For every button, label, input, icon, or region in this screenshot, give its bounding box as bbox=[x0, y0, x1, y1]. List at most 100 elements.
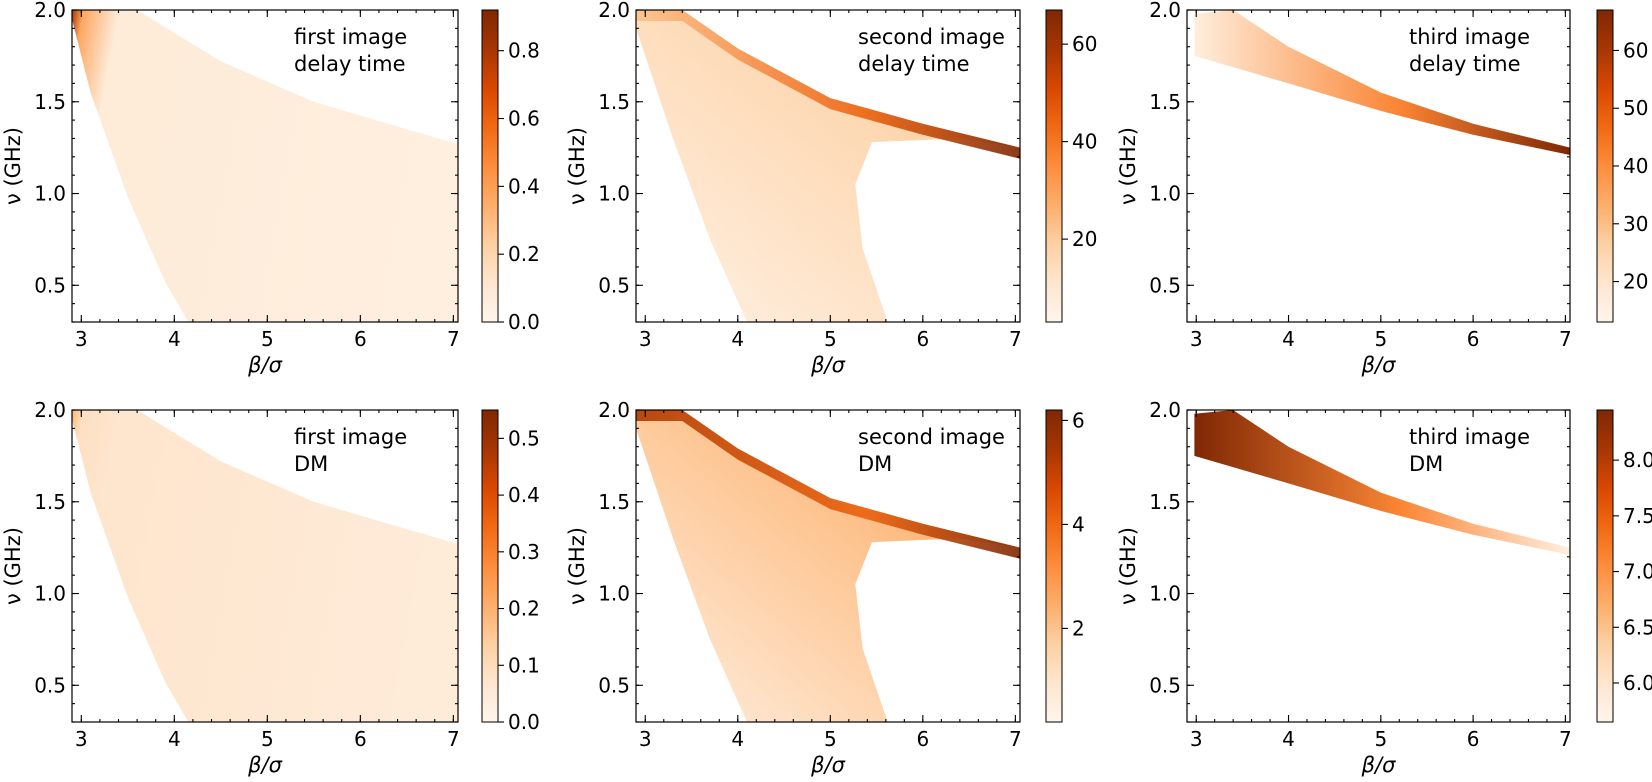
panel-annotation: third image bbox=[1409, 425, 1530, 449]
colorbar-tick-label: 0.8 bbox=[508, 39, 540, 63]
colorbar-gradient bbox=[1596, 409, 1614, 723]
y-tick-label: 0.5 bbox=[34, 673, 66, 697]
y-tick-label: 1.5 bbox=[1149, 490, 1181, 514]
x-tick-label: 7 bbox=[447, 727, 460, 751]
plot-frame bbox=[1186, 9, 1571, 323]
x-tick-label: 3 bbox=[639, 327, 652, 351]
colorbar-tick-label: 0.4 bbox=[508, 174, 540, 198]
y-axis-label: ν (GHz) bbox=[1, 527, 25, 605]
panel-annotation: first image bbox=[294, 425, 407, 449]
y-axis-label: ν (GHz) bbox=[565, 127, 589, 205]
x-axis-label: β/σ bbox=[1361, 753, 1396, 777]
y-tick-label: 0.5 bbox=[34, 273, 66, 297]
panel-annotation: third image bbox=[1409, 25, 1530, 49]
y-tick-label: 1.0 bbox=[1149, 182, 1181, 206]
y-tick-label: 2.0 bbox=[34, 398, 66, 422]
y-tick-label: 1.5 bbox=[34, 490, 66, 514]
colorbar-tick-label: 50 bbox=[1623, 96, 1648, 120]
x-tick-label: 5 bbox=[1374, 727, 1387, 751]
x-axis-label: β/σ bbox=[810, 353, 845, 377]
heatmap-fill bbox=[1194, 10, 1570, 155]
x-tick-label: 4 bbox=[731, 727, 744, 751]
heatmap-fill bbox=[636, 10, 1020, 322]
x-tick-label: 7 bbox=[1009, 327, 1022, 351]
colorbar-tick-label: 0.4 bbox=[508, 483, 540, 507]
colorbar-gradient bbox=[481, 9, 499, 323]
y-tick-label: 2.0 bbox=[34, 0, 66, 22]
colorbar-tick-label: 4 bbox=[1072, 512, 1085, 536]
y-axis-label: ν (GHz) bbox=[1116, 527, 1140, 605]
plot-frame bbox=[71, 9, 459, 323]
colorbar-tick-label: 0.5 bbox=[508, 426, 540, 450]
x-tick-label: 5 bbox=[824, 727, 837, 751]
x-axis-label: β/σ bbox=[810, 753, 845, 777]
heatmap-region bbox=[636, 10, 1020, 322]
heatmap-fill bbox=[72, 410, 458, 722]
colorbar-tick-label: 0.6 bbox=[508, 107, 540, 131]
heatmap-region bbox=[636, 410, 1020, 722]
x-axis-label: β/σ bbox=[247, 353, 282, 377]
y-tick-label: 0.5 bbox=[598, 673, 630, 697]
colorbar-tick-label: 8.0 bbox=[1623, 448, 1652, 472]
panel-annotation: first image bbox=[294, 25, 407, 49]
y-axis-label: ν (GHz) bbox=[1116, 127, 1140, 205]
x-tick-label: 5 bbox=[1374, 327, 1387, 351]
x-tick-label: 6 bbox=[354, 727, 367, 751]
y-tick-label: 2.0 bbox=[1149, 398, 1181, 422]
plot-frame bbox=[635, 409, 1021, 723]
y-tick-label: 1.5 bbox=[34, 90, 66, 114]
colorbar-tick-label: 6 bbox=[1072, 408, 1085, 432]
colorbar-tick-label: 20 bbox=[1623, 270, 1648, 294]
panel-annotation: second image bbox=[858, 425, 1005, 449]
x-tick-label: 3 bbox=[1190, 727, 1203, 751]
y-tick-label: 1.0 bbox=[598, 182, 630, 206]
heatmap-fill bbox=[1194, 410, 1570, 555]
x-tick-label: 4 bbox=[168, 727, 181, 751]
x-tick-label: 6 bbox=[916, 727, 929, 751]
x-tick-label: 3 bbox=[75, 327, 88, 351]
x-tick-label: 6 bbox=[354, 327, 367, 351]
x-tick-label: 7 bbox=[1009, 727, 1022, 751]
panel-annotation: delay time bbox=[858, 52, 970, 76]
y-tick-label: 2.0 bbox=[598, 398, 630, 422]
heatmap-region bbox=[72, 10, 458, 322]
panel-p3: 3 4 5 6 7 0.5 1.0 1.5 2.0 β/σ ν (GHz) third image de… bbox=[1116, 0, 1648, 377]
x-tick-label: 6 bbox=[1467, 727, 1480, 751]
x-tick-label: 5 bbox=[261, 327, 274, 351]
plot-frame bbox=[635, 9, 1021, 323]
colorbar-tick-label: 40 bbox=[1072, 130, 1097, 154]
heatmap-fill bbox=[72, 10, 458, 322]
colorbar-tick-label: 0.2 bbox=[508, 597, 540, 621]
x-axis-label: β/σ bbox=[247, 753, 282, 777]
colorbar-tick-label: 0.0 bbox=[508, 710, 540, 734]
y-tick-label: 0.5 bbox=[1149, 273, 1181, 297]
y-tick-label: 1.0 bbox=[1149, 582, 1181, 606]
colorbar-gradient bbox=[1596, 9, 1614, 323]
heatmap-band bbox=[636, 10, 1020, 159]
colorbar-gradient bbox=[481, 409, 499, 723]
colorbar-tick-label: 60 bbox=[1623, 38, 1648, 62]
panel-p1: 3 4 5 6 7 0.5 1.0 1.5 2.0 β/σ ν (GHz) first image de… bbox=[1, 0, 540, 377]
x-tick-label: 6 bbox=[916, 327, 929, 351]
x-tick-label: 5 bbox=[261, 727, 274, 751]
y-tick-label: 2.0 bbox=[1149, 0, 1181, 22]
colorbar: 2 4 6 bbox=[1045, 408, 1085, 723]
colorbar-tick-label: 30 bbox=[1623, 212, 1648, 236]
x-tick-label: 7 bbox=[1559, 327, 1572, 351]
x-tick-label: 7 bbox=[1559, 727, 1572, 751]
x-axis-label: β/σ bbox=[1361, 353, 1396, 377]
x-tick-label: 4 bbox=[1282, 727, 1295, 751]
heatmap-region bbox=[72, 410, 458, 722]
x-tick-label: 3 bbox=[75, 727, 88, 751]
colorbar-tick-label: 7.5 bbox=[1623, 504, 1652, 528]
colorbar-tick-label: 0.3 bbox=[508, 540, 540, 564]
panel-annotation: DM bbox=[1409, 452, 1443, 476]
heatmap-region bbox=[1194, 410, 1570, 555]
panel-annotation: delay time bbox=[1409, 52, 1521, 76]
panel-annotation: delay time bbox=[294, 52, 406, 76]
y-tick-label: 1.5 bbox=[598, 90, 630, 114]
plot-frame bbox=[71, 409, 459, 723]
colorbar-gradient bbox=[1045, 9, 1063, 323]
y-tick-label: 0.5 bbox=[1149, 673, 1181, 697]
